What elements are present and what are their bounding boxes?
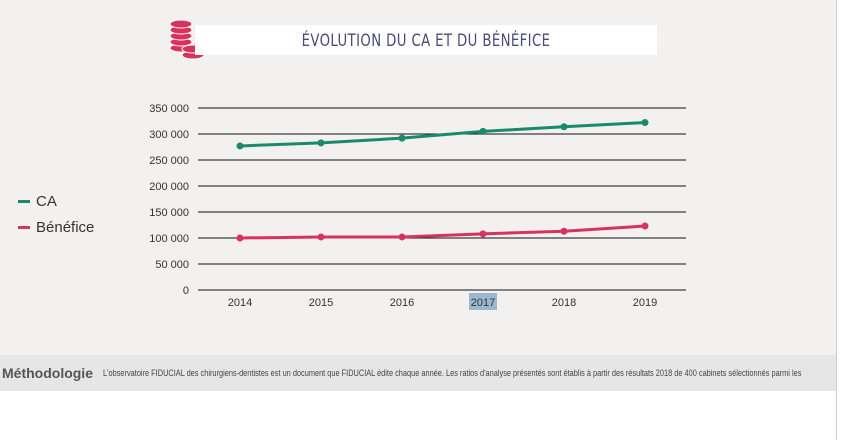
legend-swatch [18,199,30,203]
x-tick-label: 2018 [552,297,576,309]
chart-title: ÉVOLUTION DU CA ET DU BÉNÉFICE [301,31,551,51]
legend-item-ca: CA [18,188,94,214]
x-tick-label: 2019 [633,297,657,309]
data-point [317,139,325,147]
legend: CA Bénéfice [18,188,94,240]
data-point [317,233,325,241]
series-line-ca [239,121,646,148]
y-tick-label: 200 000 [149,181,189,193]
legend-label: CA [36,192,57,210]
data-point [560,123,568,131]
data-point [236,234,244,242]
legend-swatch [18,225,30,229]
y-tick-label: 300 000 [149,129,189,141]
y-tick-label: 100 000 [149,233,189,245]
methodology-text: L'observatoire FIDUCIAL des chirurgiens-… [103,368,802,378]
data-point [479,127,487,135]
x-tick-label: 2014 [228,297,252,309]
data-point [641,222,649,230]
selection-highlight [469,293,497,310]
methodology-label: Méthodologie [2,365,93,381]
y-tick-label: 0 [183,285,189,297]
chart-panel [0,0,836,355]
x-tick-label: 2015 [309,297,333,309]
data-point [479,230,487,238]
y-tick-label: 350 000 [149,103,189,115]
y-tick-label: 150 000 [149,207,189,219]
legend-item-benefice: Bénéfice [18,214,94,240]
data-point [560,227,568,235]
methodology-bar: Méthodologie L'observatoire FIDUCIAL des… [0,355,836,391]
data-point [398,134,406,142]
series-line-bénéfice [239,224,646,240]
divider [836,0,837,440]
line-chart: 0 50 000 100 000 150 000 200 000 250 000 300 0… [149,103,686,310]
x-tick-label: 2016 [390,297,414,309]
x-tick-label: 2017 [471,297,495,309]
y-tick-label: 250 000 [149,155,189,167]
legend-label: Bénéfice [36,218,95,236]
data-point [398,233,406,241]
data-point [641,119,649,127]
title-box [195,25,657,55]
data-point [236,142,244,150]
y-tick-label: 50 000 [155,259,189,271]
